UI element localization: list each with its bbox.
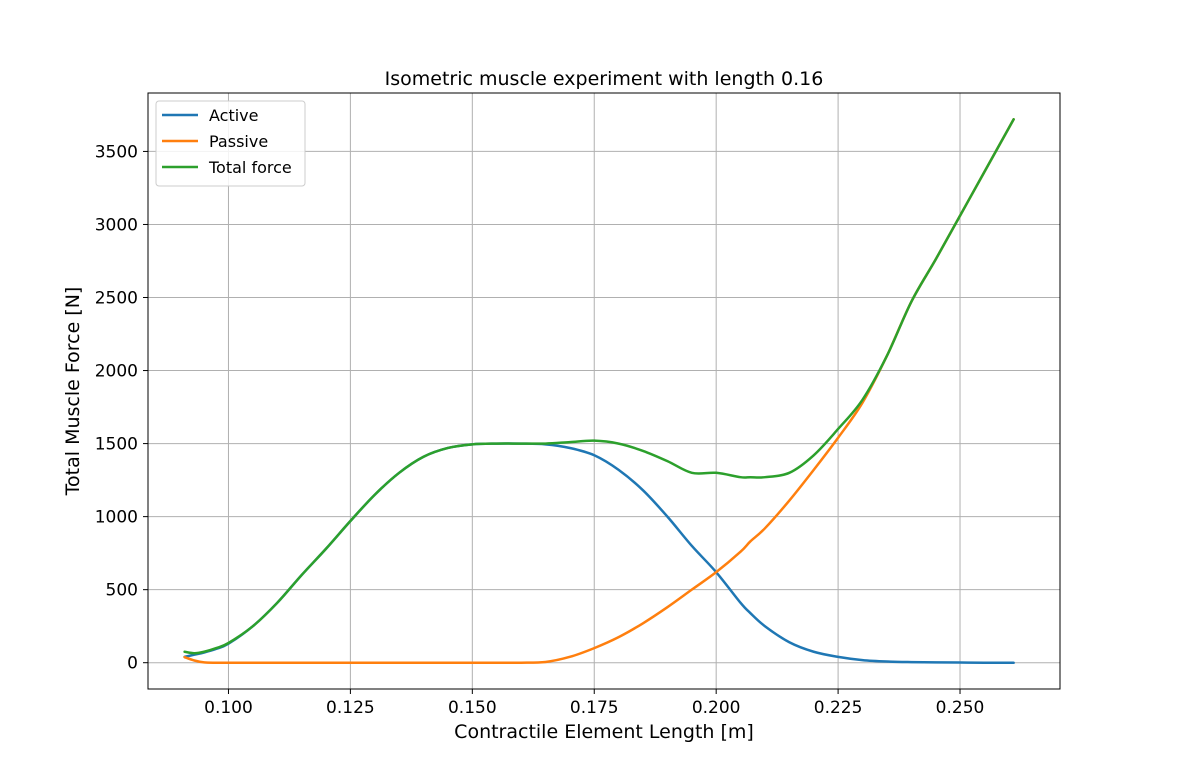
legend: Active Passive Total force — [155, 100, 306, 187]
chart-title: Isometric muscle experiment with length … — [385, 68, 824, 90]
y-tick-label: 1500 — [95, 435, 138, 455]
y-tick-label: 2500 — [95, 289, 138, 309]
x-tick-label: 0.125 — [326, 698, 375, 718]
series-line-total-force — [183, 118, 1015, 655]
grid — [148, 93, 1060, 689]
y-tick-label: 0 — [127, 654, 138, 674]
x-tick-label: 0.150 — [448, 698, 497, 718]
x-tick-label: 0.225 — [814, 698, 863, 718]
x-tick-label: 0.200 — [692, 698, 741, 718]
y-tick-label: 3500 — [95, 142, 138, 162]
y-tick-label: 500 — [106, 581, 138, 601]
x-axis-label: Contractile Element Length [m] — [454, 721, 754, 743]
axis-ticks: 0.100 0.125 0.150 0.175 0.200 0.225 0.250 0 500 1… — [95, 142, 985, 718]
x-tick-label: 0.250 — [936, 698, 985, 718]
y-tick-label: 2000 — [95, 362, 138, 382]
legend-box — [155, 100, 306, 187]
x-tick-label: 0.175 — [570, 698, 619, 718]
plot-frame — [147, 92, 1061, 690]
legend-label-total-force: Total force — [208, 158, 292, 177]
y-axis-label: Total Muscle Force [N] — [62, 287, 84, 497]
y-tick-label: 1000 — [95, 508, 138, 528]
legend-label-passive: Passive — [209, 132, 268, 151]
series-line-passive — [183, 118, 1015, 665]
x-tick-label: 0.100 — [204, 698, 253, 718]
series-line-active — [183, 442, 1015, 664]
y-tick-label: 3000 — [95, 215, 138, 235]
legend-label-active: Active — [209, 106, 259, 125]
series-lines — [183, 118, 1015, 665]
